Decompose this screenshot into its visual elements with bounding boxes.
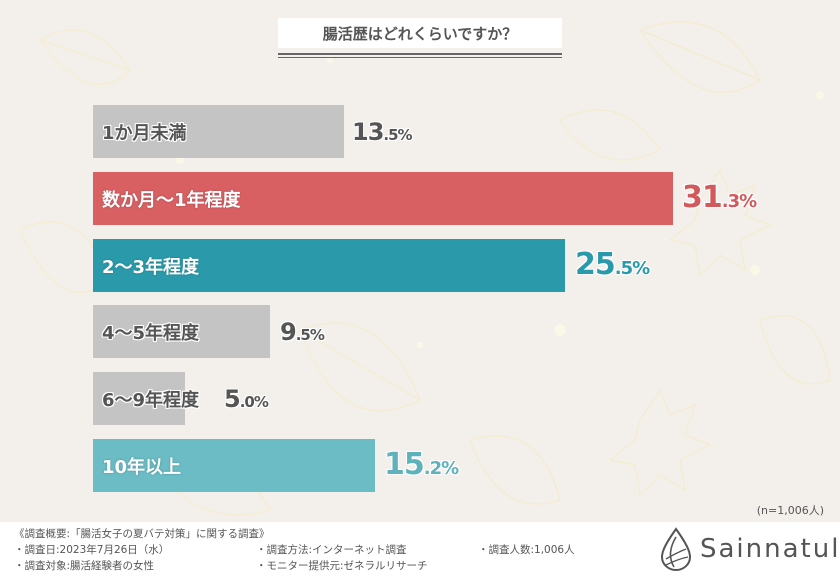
survey-footer: 《調査概要:「腸活女子の夏バテ対策」に関する調査》 ・調査日:2023年7月26… [0, 522, 840, 582]
bar-value: 25.5% [575, 247, 650, 282]
brand-logo: Sainnatul [660, 527, 840, 571]
bar-label: 10年以上 [102, 456, 182, 478]
bar-10-plus-years: 10年以上 [93, 439, 375, 492]
brand-name: Sainnatul [700, 534, 840, 564]
bar-label: 数か月〜1年程度 [102, 189, 241, 211]
survey-provider: ・モニター提供元:ゼネラルリサーチ [256, 560, 428, 572]
survey-method: ・調査方法:インターネット調査 [256, 544, 407, 556]
bar-value: 31.3% [682, 180, 757, 215]
bar-several-months-to-1-year: 数か月〜1年程度 [93, 172, 673, 225]
bar-2-3-years: 2〜3年程度 [93, 239, 565, 292]
survey-count: ・調査人数:1,006人 [478, 544, 575, 556]
survey-heading: 《調査概要:「腸活女子の夏バテ対策」に関する調査》 [14, 528, 270, 540]
bar-value: 15.2% [384, 447, 459, 482]
bar-4-5-years: 4〜5年程度 [93, 305, 270, 358]
survey-target: ・調査対象:腸活経験者の女性 [14, 560, 155, 572]
bar-value: 9.5% [280, 318, 325, 346]
bar-label: 6〜9年程度 [102, 389, 200, 411]
leaf-background-decoration [19, 21, 831, 516]
bar-6-9-years: 6〜9年程度 [93, 372, 199, 425]
bar-value: 13.5% [352, 118, 413, 146]
bar-label: 1か月未満 [102, 122, 187, 144]
bar-less-than-1-month: 1か月未満 [93, 105, 344, 158]
bar-value: 5.0% [224, 385, 269, 413]
bar-label: 4〜5年程度 [102, 322, 200, 344]
bar-label: 2〜3年程度 [102, 256, 200, 278]
chart-title: 腸活歴はどれくらいですか？ [278, 18, 562, 48]
title-underline [278, 53, 562, 58]
sample-size-note: (n=1,006人) [756, 504, 824, 517]
droplet-leaf-icon [660, 527, 692, 571]
survey-date: ・調査日:2023年7月26日（水） [14, 544, 170, 556]
